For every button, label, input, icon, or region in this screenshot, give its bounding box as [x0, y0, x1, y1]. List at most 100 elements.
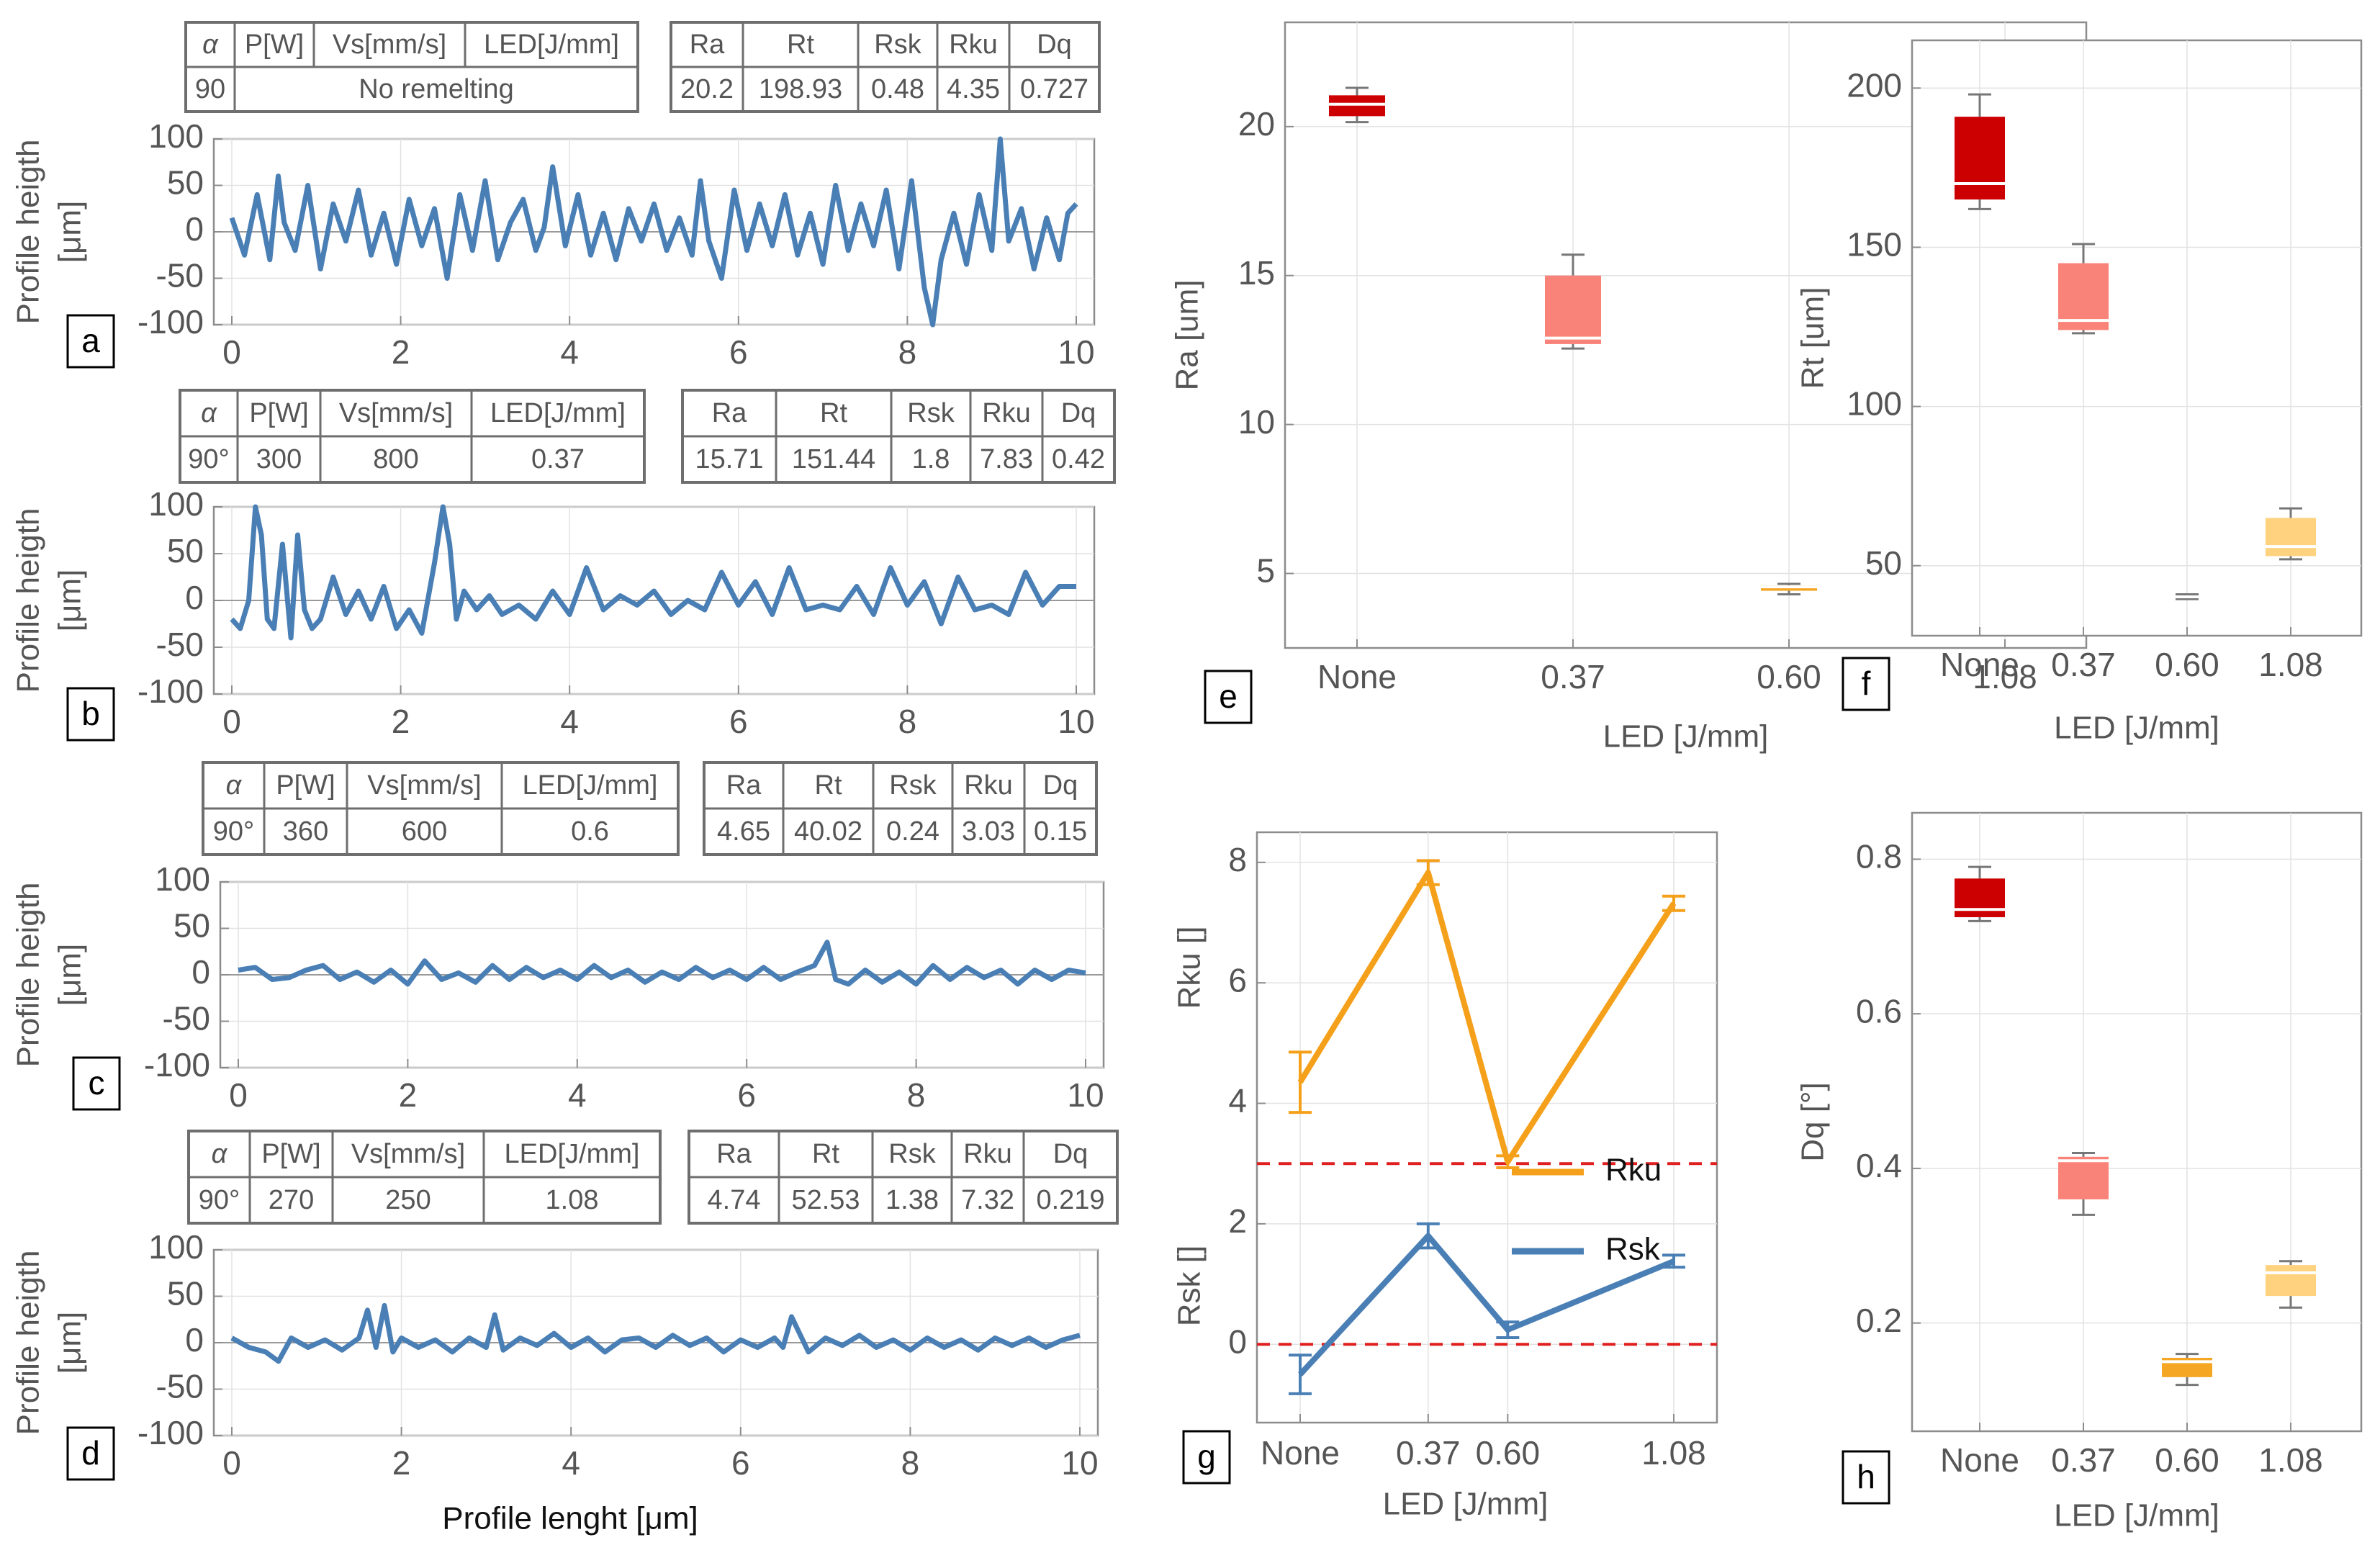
table-cell: Rt	[820, 398, 847, 428]
y-tick-label: -50	[156, 1368, 204, 1405]
table-cell: LED[J/mm]	[523, 770, 658, 801]
table-cell: Dq	[1061, 398, 1096, 428]
table-cell: 90°	[213, 816, 254, 847]
y-tick-label: 0.4	[1856, 1147, 1902, 1184]
panel-label-text: c	[89, 1064, 105, 1102]
x-tick-label: 0	[222, 703, 241, 740]
y-axis-label: Profile heigth	[11, 140, 46, 325]
x-axis-label: LED [J/mm]	[2054, 1498, 2219, 1533]
panel-label-box	[66, 687, 115, 742]
y-tick-label: -50	[163, 1000, 210, 1037]
x-tick-label: 6	[729, 703, 748, 740]
y-tick-label: 0	[185, 1321, 204, 1359]
series-line	[1298, 1233, 1675, 1377]
table-cell: LED[J/mm]	[490, 398, 626, 428]
box-0.37	[2058, 1151, 2109, 1216]
series-line	[1297, 870, 1677, 1165]
table-cell: Rsk	[874, 30, 921, 60]
x-tick-label: 2	[392, 703, 410, 740]
y-tick-label: 50	[167, 1275, 204, 1312]
y-tick-label: 0	[185, 210, 204, 248]
y-tick-label: 4	[1228, 1082, 1247, 1120]
x-tick-label: 8	[907, 1076, 926, 1114]
x-tick-label: None	[1940, 646, 2019, 683]
box-chart-h: 0.2 0.4 0.6 0.8 None 0.37 0.60 1.08 Dq [°] LED [J…	[1795, 811, 2363, 1533]
y-axis-unit: [μm]	[53, 201, 88, 263]
alpha-symbol: α	[226, 770, 243, 801]
x-tick-label: 0.37	[2051, 646, 2116, 683]
y-tick-label: -100	[138, 303, 204, 341]
panel-label-text: a	[81, 322, 100, 359]
table-cell: P[W]	[261, 1139, 320, 1169]
y-tick-label: 8	[1228, 841, 1247, 878]
table-cell: 250	[385, 1185, 431, 1215]
table-cell: LED[J/mm]	[484, 30, 619, 60]
alpha-symbol: α	[201, 398, 217, 428]
box-0.60	[2162, 593, 2212, 600]
table-cell: Rt	[787, 30, 814, 60]
y-tick-label: 50	[167, 532, 204, 569]
table-cell: 0.15	[1034, 816, 1087, 847]
table-cell: Rsk	[907, 398, 955, 428]
table-cell: 1.08	[546, 1185, 599, 1215]
y-tick-label: 100	[148, 485, 204, 523]
table-cell: 40.02	[794, 816, 862, 847]
x-tick-label: None	[1261, 1434, 1340, 1472]
y-tick-label: 50	[173, 907, 210, 945]
box-None	[1955, 93, 2005, 210]
x-tick-label: None	[1317, 658, 1397, 695]
x-tick-label: None	[1940, 1441, 2019, 1479]
x-tick-label: 2	[399, 1076, 418, 1114]
table-cell: Dq	[1043, 770, 1078, 801]
series-Rsk	[1289, 1222, 1685, 1395]
box-body	[1955, 878, 2005, 917]
table-cell: 90	[195, 74, 225, 104]
param-table-d: α P[W] Vs[mm/s] LED[J/mm] 90° 270 250 1.08	[187, 1130, 662, 1225]
table-cell: 7.32	[961, 1185, 1014, 1215]
panel-label-text: g	[1197, 1438, 1216, 1475]
table-cell: No remelting	[359, 74, 513, 104]
box-None	[1955, 865, 2005, 922]
x-axis-label: Profile lenght [μm]	[442, 1501, 698, 1536]
x-tick-label: 1.08	[1973, 658, 2037, 695]
panel-label-text: f	[1862, 665, 1871, 702]
x-tick-label: 0.60	[1476, 1434, 1541, 1472]
box-body	[2266, 1265, 2316, 1297]
x-tick-label: 8	[898, 333, 917, 371]
line-chart-g: 0 2 4 6 8 None 0.37 0.60 1.08 Rku Rsk Rku [] Rsk [] L…	[1172, 831, 1718, 1522]
table-cell: 20.2	[680, 74, 734, 104]
x-tick-label: 4	[562, 1444, 580, 1482]
y-tick-label: 100	[148, 1228, 204, 1266]
table-cell: 7.83	[980, 444, 1033, 474]
table-cell: 0.727	[1020, 74, 1088, 104]
roughness-table-d: Ra Rt Rsk Rku Dq 4.74 52.53 1.38 7.32 0.219	[688, 1130, 1119, 1225]
y-tick-label: 15	[1238, 254, 1275, 292]
y-tick-label: 0.2	[1856, 1302, 1902, 1339]
table-cell: Ra	[716, 1139, 752, 1169]
table-cell: Ra	[690, 30, 725, 60]
y-tick-label: 100	[148, 117, 204, 155]
x-tick-label: 2	[392, 1444, 411, 1482]
y-tick-label: 50	[167, 164, 204, 202]
panel-label-h: h	[1842, 1450, 1890, 1505]
table-cell: Rku	[949, 30, 998, 60]
table-cell: 0.219	[1036, 1185, 1104, 1215]
x-tick-label: 1.08	[2258, 646, 2323, 683]
y-tick-label: 0	[1228, 1323, 1247, 1360]
table-cell: 4.35	[947, 74, 1000, 104]
box-body	[1329, 95, 1385, 117]
table-cell: 270	[269, 1185, 314, 1215]
panel-label-c: c	[72, 1056, 121, 1111]
table-cell: Rt	[812, 1139, 839, 1169]
table-cell: P[W]	[276, 770, 335, 801]
y-axis-label-rsk: Rsk []	[1172, 1246, 1207, 1326]
param-table-a: α P[W] Vs[mm/s] LED[J/mm] 90 No remelting	[184, 21, 639, 113]
table-cell: 0.42	[1052, 444, 1105, 474]
table-cell: 300	[256, 444, 302, 474]
box-body	[1545, 275, 1601, 344]
y-tick-label: -50	[156, 626, 204, 663]
param-table-c: α P[W] Vs[mm/s] LED[J/mm] 90° 360 600 0.6	[202, 761, 680, 856]
panel-label-e: e	[1204, 670, 1253, 724]
legend-label-rsk: Rsk	[1605, 1232, 1661, 1267]
table-cell: 0.24	[886, 816, 939, 847]
